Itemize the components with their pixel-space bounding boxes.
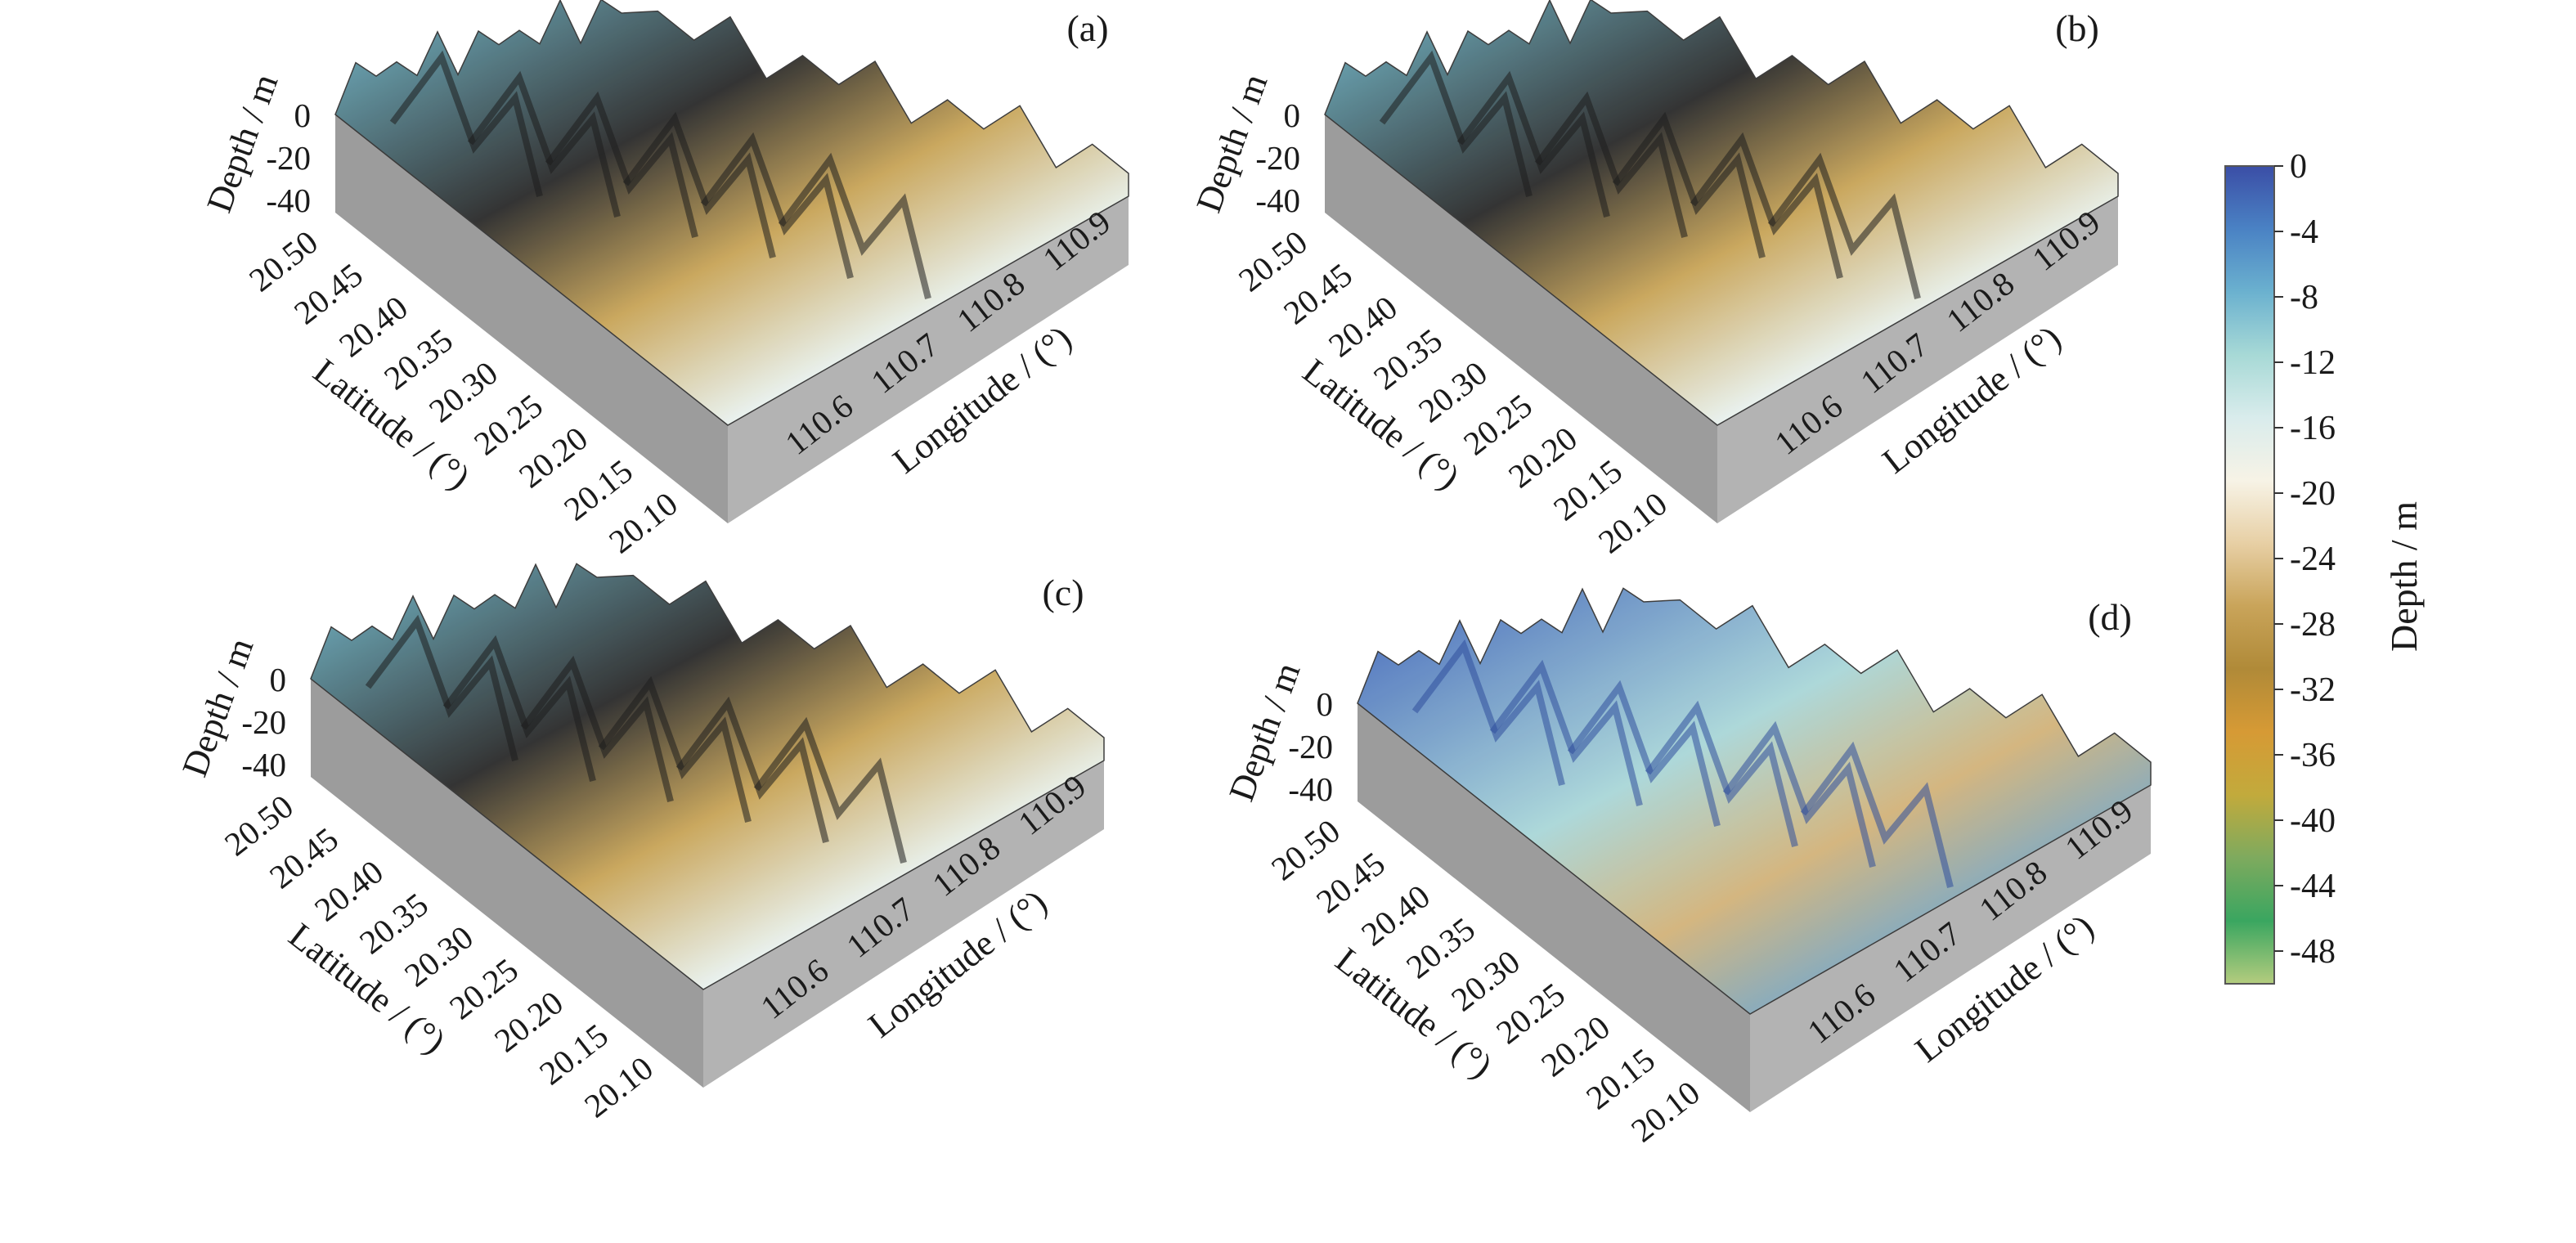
front-right-wall — [703, 761, 1104, 1088]
colorbar-tick-label: -32 — [2290, 671, 2336, 709]
colorbar-tick-label: -20 — [2290, 475, 2336, 513]
z-tick-label: -40 — [1288, 770, 1333, 808]
colorbar-tick-label: -40 — [2290, 802, 2336, 840]
terrain-ridge — [1379, 50, 1533, 197]
terrain-ridge — [1645, 700, 1798, 847]
terrain-ridge — [778, 152, 931, 299]
terrain-ridge — [700, 132, 854, 279]
colorbar-gradient — [2224, 165, 2275, 985]
front-left-wall — [1325, 114, 1717, 523]
colorbar-tick-label: -4 — [2290, 213, 2318, 251]
front-left-wall — [335, 114, 728, 523]
terrain-ridge — [467, 70, 621, 218]
terrain-ridge — [365, 614, 518, 761]
z-tick-label: -40 — [266, 182, 311, 219]
colorbar-ticks: 0 -4 -8 -12 -16 -20 -24 -28 -32 -36 -40 -44 -48 — [2274, 148, 2336, 971]
colorbar-tick-label: -28 — [2290, 606, 2336, 644]
panel-letter: (d) — [2088, 596, 2132, 638]
terrain-ridge — [1767, 152, 1921, 299]
z-tick-label: 0 — [270, 661, 287, 698]
panel-letter: (b) — [2055, 7, 2099, 49]
terrain-surface — [310, 563, 1105, 990]
colorbar-tick-label: -24 — [2290, 541, 2336, 578]
front-right-wall — [728, 196, 1129, 523]
terrain-ridge — [545, 91, 698, 238]
z-tick-label: -40 — [1255, 182, 1300, 219]
terrain-ridge — [389, 50, 543, 197]
colorbar: 0 -4 -8 -12 -16 -20 -24 -28 -32 -36 -40 -44 -48 Dept… — [2224, 148, 2425, 985]
panel-letter: (c) — [1042, 572, 1084, 613]
terrain-ridge — [1612, 111, 1766, 258]
colorbar-tick-label: -48 — [2290, 933, 2336, 971]
terrain-ridge — [1690, 132, 1843, 279]
front-right-wall — [1750, 785, 2151, 1112]
z-tick-label: -20 — [241, 703, 286, 741]
z-tick-label: 0 — [1284, 96, 1301, 134]
z-tick-label: 0 — [294, 96, 312, 134]
terrain-ridge — [1456, 70, 1610, 218]
terrain-ridge — [1567, 680, 1721, 827]
front-left-wall — [1358, 703, 1750, 1112]
colorbar-tick-label: -44 — [2290, 868, 2336, 905]
front-right-wall — [1717, 196, 2118, 523]
terrain-ridge — [1411, 639, 1565, 786]
terrain-ridge — [1800, 741, 1954, 888]
z-tick-label: 0 — [1317, 685, 1334, 723]
terrain-surface — [334, 0, 1129, 426]
z-tick-label: -20 — [1255, 139, 1300, 177]
terrain-ridge — [622, 111, 776, 258]
colorbar-tick-label: -16 — [2290, 410, 2336, 447]
terrain-ridge — [675, 696, 829, 843]
front-left-wall — [311, 679, 703, 1088]
terrain-surface — [1324, 0, 2119, 426]
colorbar-tick-label: -12 — [2290, 344, 2336, 382]
colorbar-tick-label: 0 — [2290, 148, 2307, 186]
z-tick-label: -40 — [241, 746, 286, 783]
terrain-ridge — [598, 675, 752, 823]
terrain-ridge — [1489, 659, 1643, 806]
terrain-ridge — [1722, 720, 1876, 868]
terrain-ridge — [442, 635, 596, 782]
terrain-ridge — [1534, 91, 1688, 238]
colorbar-tick-label: -8 — [2290, 279, 2318, 316]
terrain-surface — [1357, 587, 2152, 1015]
colorbar-tick-label: -36 — [2290, 737, 2336, 774]
terrain-ridge — [753, 716, 907, 864]
colorbar-title: Depth / m — [2383, 501, 2425, 652]
terrain-ridge — [520, 655, 674, 802]
z-tick-label: -20 — [266, 139, 311, 177]
z-tick-label: -20 — [1288, 728, 1333, 765]
panel-letter: (a) — [1066, 7, 1108, 49]
